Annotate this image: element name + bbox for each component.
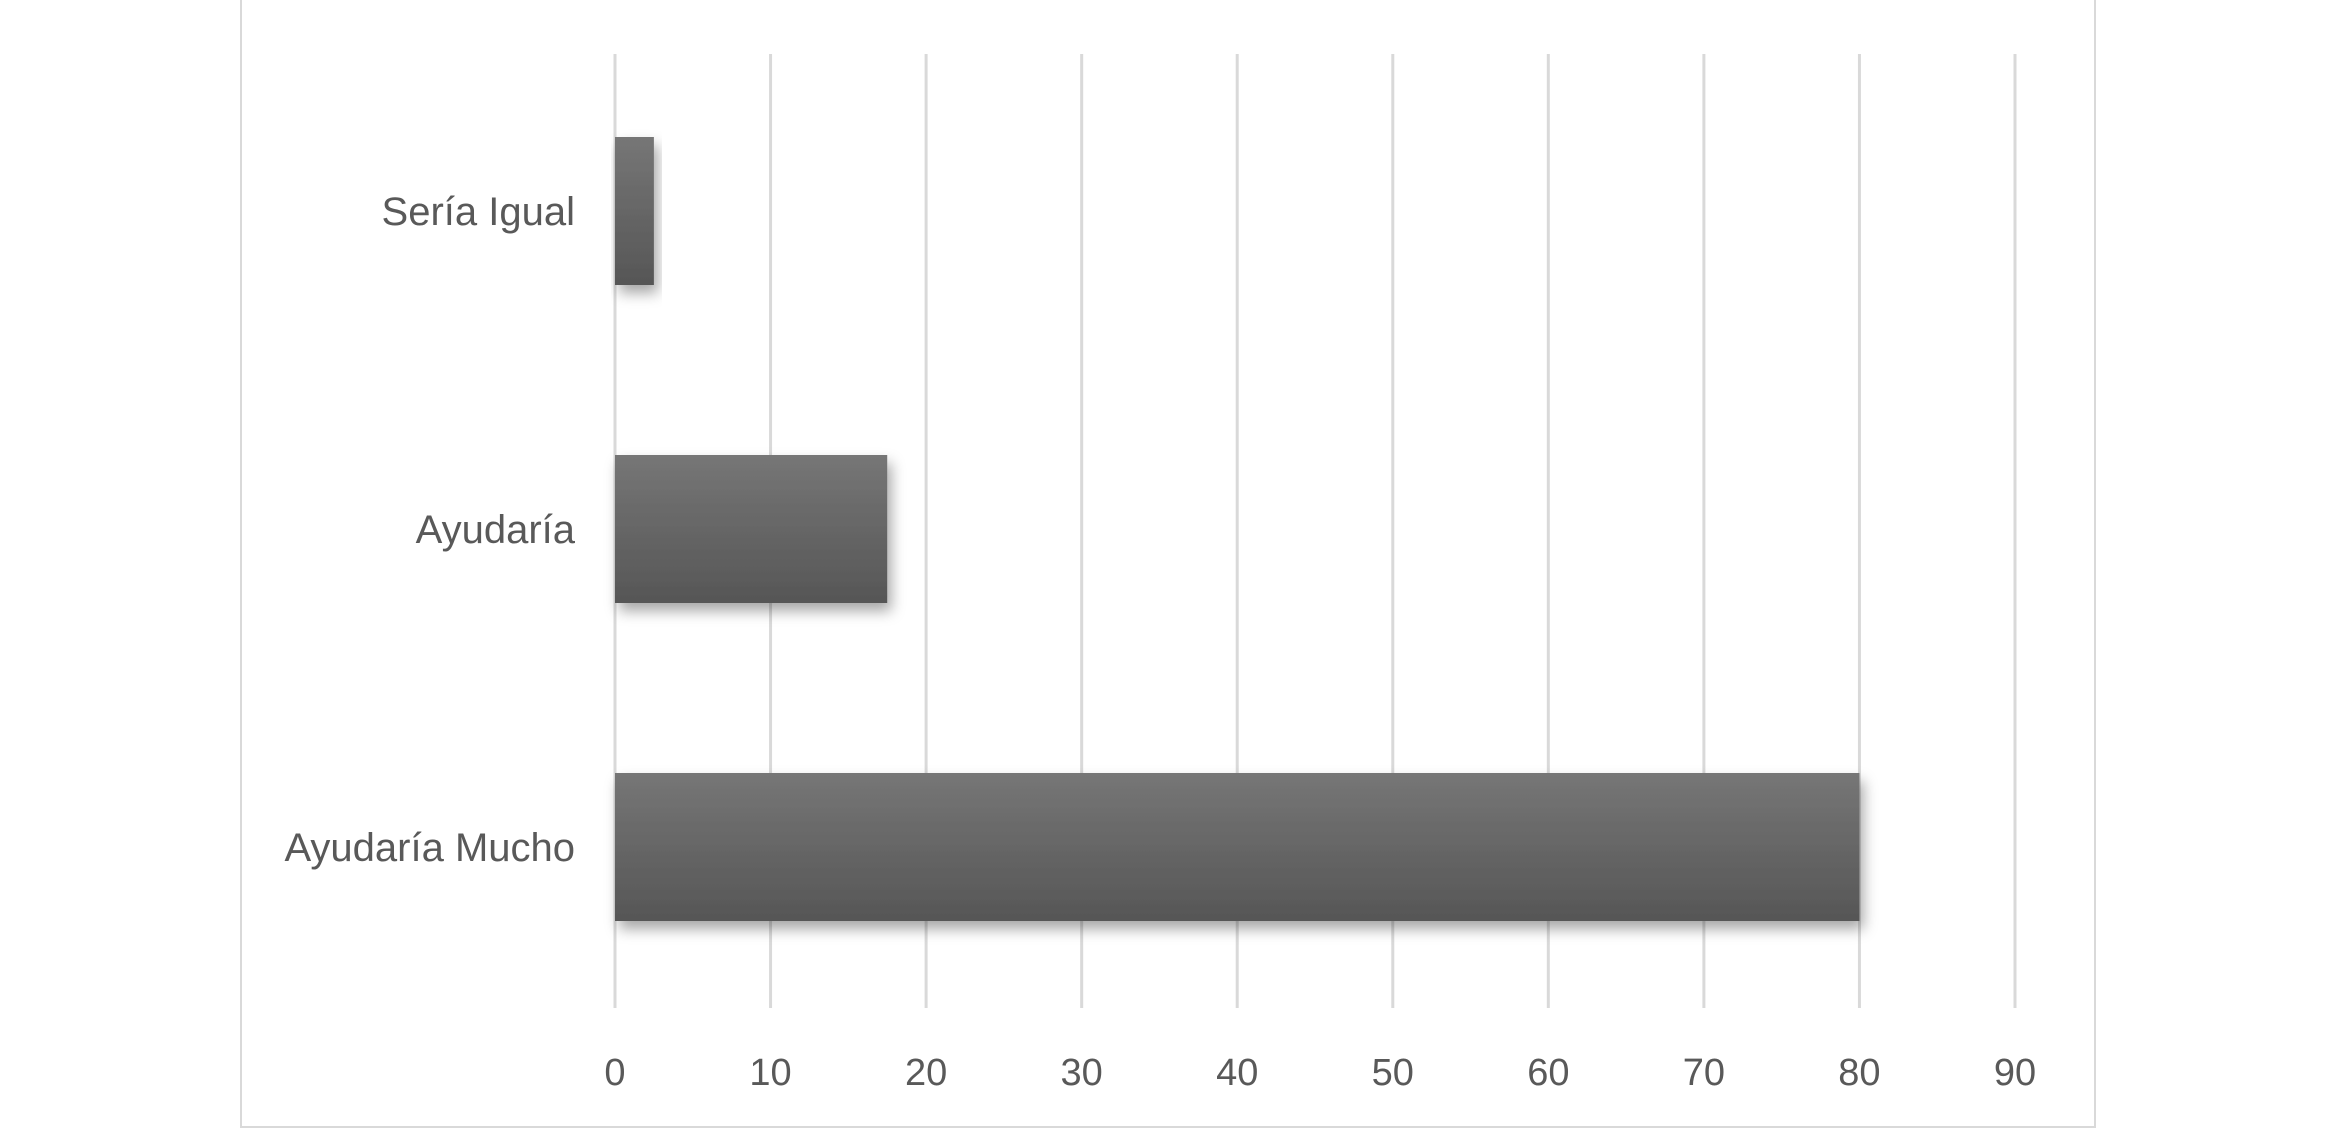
category-label: Sería Igual: [382, 190, 575, 234]
x-tick-label: 60: [1527, 1052, 1569, 1094]
x-tick-label: 80: [1838, 1052, 1880, 1094]
x-tick-label: 90: [1994, 1052, 2036, 1094]
bar: [615, 137, 654, 285]
chart-frame: [240, 0, 2096, 1128]
x-tick-label: 50: [1372, 1052, 1414, 1094]
x-tick-label: 20: [905, 1052, 947, 1094]
x-tick-label: 70: [1683, 1052, 1725, 1094]
category-label: Ayudaría: [416, 508, 576, 552]
x-tick-label: 30: [1061, 1052, 1103, 1094]
bar: [615, 773, 1860, 921]
x-tick-label: 0: [604, 1052, 625, 1094]
bar: [615, 455, 888, 603]
x-tick-label: 40: [1216, 1052, 1258, 1094]
category-label: Ayudaría Mucho: [284, 826, 575, 870]
x-tick-label: 10: [749, 1052, 791, 1094]
